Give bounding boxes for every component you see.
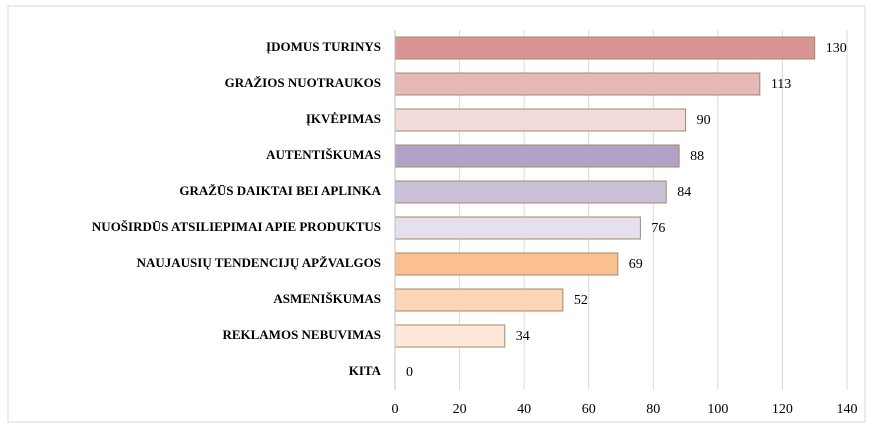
x-tick-label: 60 <box>582 402 596 417</box>
bar <box>394 144 680 168</box>
x-tick-label: 20 <box>453 402 467 417</box>
category-label: REKLAMOS NEBUVIMAS <box>222 327 381 342</box>
category-label: ĮDOMUS TURINYS <box>266 39 381 54</box>
value-label: 34 <box>516 329 530 344</box>
x-tick-label: 100 <box>707 402 728 417</box>
value-label: 52 <box>574 293 588 308</box>
category-label: GRAŽIOS NUOTRAUKOS <box>225 75 381 90</box>
x-tick-label: 0 <box>392 402 399 417</box>
category-label: KITA <box>349 363 382 378</box>
value-label: 90 <box>697 113 711 128</box>
bar <box>394 108 687 132</box>
value-label: 76 <box>651 221 665 236</box>
category-label: GRAŽŪS DAIKTAI BEI APLINKA <box>179 183 381 198</box>
value-label: 84 <box>677 185 691 200</box>
category-label: ASMENIŠKUMAS <box>273 291 381 306</box>
bar <box>394 324 506 348</box>
value-label: 0 <box>406 365 413 380</box>
category-label: AUTENTIŠKUMAS <box>266 147 381 162</box>
value-label: 113 <box>771 77 791 92</box>
category-label: NAUJAUSIŲ TENDENCIJŲ APŽVALGOS <box>137 255 381 270</box>
x-tick-label: 120 <box>772 402 793 417</box>
x-tick-label: 140 <box>837 402 858 417</box>
category-label: ĮKVĖPIMAS <box>306 111 381 126</box>
bar <box>394 288 564 312</box>
x-tick-label: 80 <box>646 402 660 417</box>
value-label: 130 <box>826 41 847 56</box>
bar <box>394 216 641 240</box>
x-tick-label: 40 <box>517 402 531 417</box>
value-label: 69 <box>629 257 643 272</box>
bar <box>394 180 667 204</box>
bar <box>394 72 761 96</box>
value-label: 88 <box>690 149 704 164</box>
category-label: NUOŠIRDŪS ATSILIEPIMAI APIE PRODUKTUS <box>92 219 381 234</box>
bar <box>394 36 816 60</box>
bar <box>394 252 619 276</box>
chart-frame <box>7 5 866 423</box>
